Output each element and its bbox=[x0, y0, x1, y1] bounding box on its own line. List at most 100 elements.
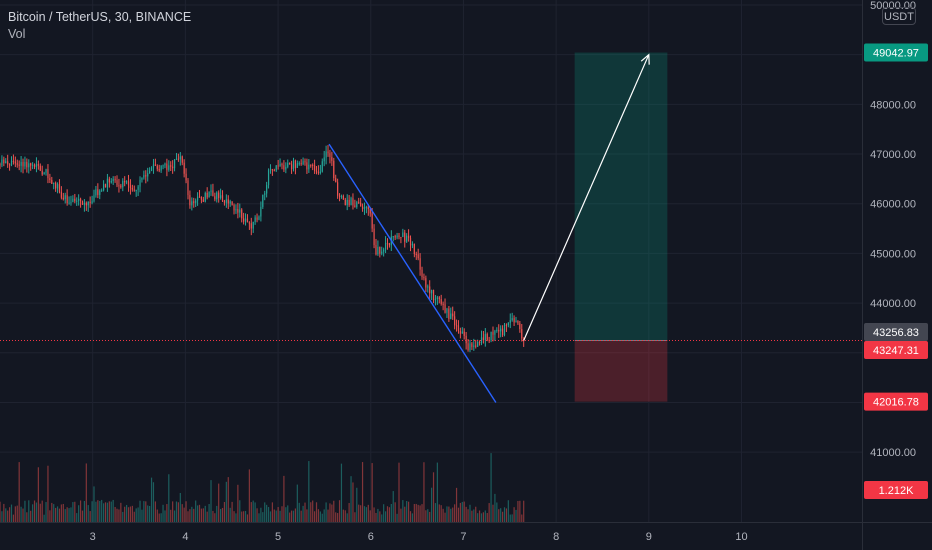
volume-bar bbox=[87, 505, 89, 522]
candle-body bbox=[223, 200, 226, 203]
volume-bar bbox=[273, 509, 275, 522]
currency-unit-button[interactable]: USDT bbox=[882, 7, 916, 25]
volume-bar bbox=[218, 483, 220, 522]
price-tick-label: 41000.00 bbox=[870, 447, 916, 459]
volume-bar bbox=[292, 510, 295, 522]
candle-body bbox=[162, 165, 164, 167]
volume-bar bbox=[7, 510, 9, 522]
drawing-layer[interactable] bbox=[0, 53, 862, 403]
volume-bar bbox=[206, 511, 208, 522]
volume-bar bbox=[448, 506, 450, 522]
candle-body bbox=[394, 236, 396, 238]
volume-bar bbox=[375, 512, 377, 522]
volume-bar bbox=[79, 500, 82, 522]
symbol-title[interactable]: Bitcoin / TetherUS, 30, BINANCE bbox=[8, 10, 192, 24]
candle-body bbox=[287, 162, 289, 167]
candle-body bbox=[438, 297, 440, 300]
volume-bar bbox=[16, 505, 18, 522]
candle-body bbox=[195, 200, 197, 203]
candle-body bbox=[384, 242, 387, 250]
volume-bar bbox=[162, 504, 164, 522]
volume-bar bbox=[289, 512, 291, 522]
candle-body bbox=[325, 151, 327, 158]
candle-body bbox=[348, 199, 350, 206]
candle-body bbox=[79, 198, 82, 202]
volume-bar bbox=[196, 505, 199, 522]
candle-body bbox=[365, 206, 367, 208]
candle-body bbox=[51, 179, 53, 184]
volume-bar bbox=[127, 507, 130, 522]
candle-body bbox=[413, 243, 415, 254]
candle-body bbox=[24, 161, 26, 167]
volume-bar bbox=[459, 502, 461, 522]
candle-body bbox=[308, 164, 310, 170]
candle-body bbox=[131, 187, 133, 190]
candle-body bbox=[492, 331, 494, 335]
candle-body bbox=[102, 184, 105, 191]
candle-body bbox=[216, 192, 218, 200]
candle-body bbox=[39, 165, 41, 171]
volume-bar bbox=[170, 509, 172, 522]
volume-bar bbox=[350, 476, 352, 522]
volume-indicator-label[interactable]: Vol bbox=[8, 27, 26, 41]
candle-body bbox=[89, 201, 91, 203]
candle-body bbox=[7, 161, 9, 165]
volume-bar bbox=[519, 500, 521, 522]
volume-bar bbox=[26, 512, 28, 522]
candle-body bbox=[95, 189, 97, 196]
volume-bar bbox=[521, 514, 523, 522]
candle-body bbox=[78, 198, 80, 201]
volume-value-badge: 1.212K bbox=[864, 481, 928, 499]
volume-bar bbox=[30, 510, 32, 522]
candle-body bbox=[218, 192, 220, 198]
volume-bar bbox=[252, 500, 254, 522]
candle-body bbox=[250, 223, 252, 229]
volume-bar bbox=[360, 505, 362, 522]
volume-bar bbox=[496, 502, 498, 522]
volume-bar bbox=[118, 509, 120, 522]
volume-bar bbox=[333, 500, 335, 522]
candle-body bbox=[68, 202, 70, 204]
candle-body bbox=[417, 254, 419, 259]
candle-body bbox=[486, 334, 488, 340]
volume-bar bbox=[76, 513, 78, 522]
volume-bar bbox=[473, 509, 475, 522]
volume-bar bbox=[429, 511, 431, 522]
candle-body bbox=[419, 258, 421, 270]
candle-body bbox=[32, 164, 34, 166]
candle-body bbox=[166, 163, 168, 170]
volume-bar bbox=[37, 467, 39, 522]
candle-body bbox=[122, 181, 124, 188]
candle-body bbox=[254, 217, 256, 222]
candle-body bbox=[83, 202, 86, 205]
volume-bar bbox=[122, 511, 124, 522]
volume-bar bbox=[175, 501, 178, 522]
candle-body bbox=[99, 190, 101, 195]
volume-bar bbox=[101, 499, 103, 522]
volume-bar bbox=[388, 507, 391, 522]
volume-bar bbox=[361, 462, 364, 522]
volume-bar bbox=[440, 505, 442, 522]
candle-body bbox=[377, 246, 379, 255]
volume-bar bbox=[32, 504, 34, 522]
volume-bar bbox=[342, 509, 344, 522]
volume-bar bbox=[5, 508, 7, 522]
volume-bar bbox=[319, 511, 321, 522]
volume-bar bbox=[81, 510, 84, 522]
volume-bar bbox=[41, 500, 43, 522]
candle-body bbox=[312, 164, 314, 166]
candle-body bbox=[321, 161, 323, 172]
volume-bar bbox=[99, 500, 101, 522]
candle-body bbox=[177, 158, 179, 160]
candle-body bbox=[116, 180, 118, 186]
candle-body bbox=[72, 198, 74, 203]
candle-body bbox=[126, 181, 128, 183]
position-layer[interactable] bbox=[574, 52, 668, 402]
candle-body bbox=[137, 186, 139, 190]
volume-bar bbox=[168, 474, 170, 522]
